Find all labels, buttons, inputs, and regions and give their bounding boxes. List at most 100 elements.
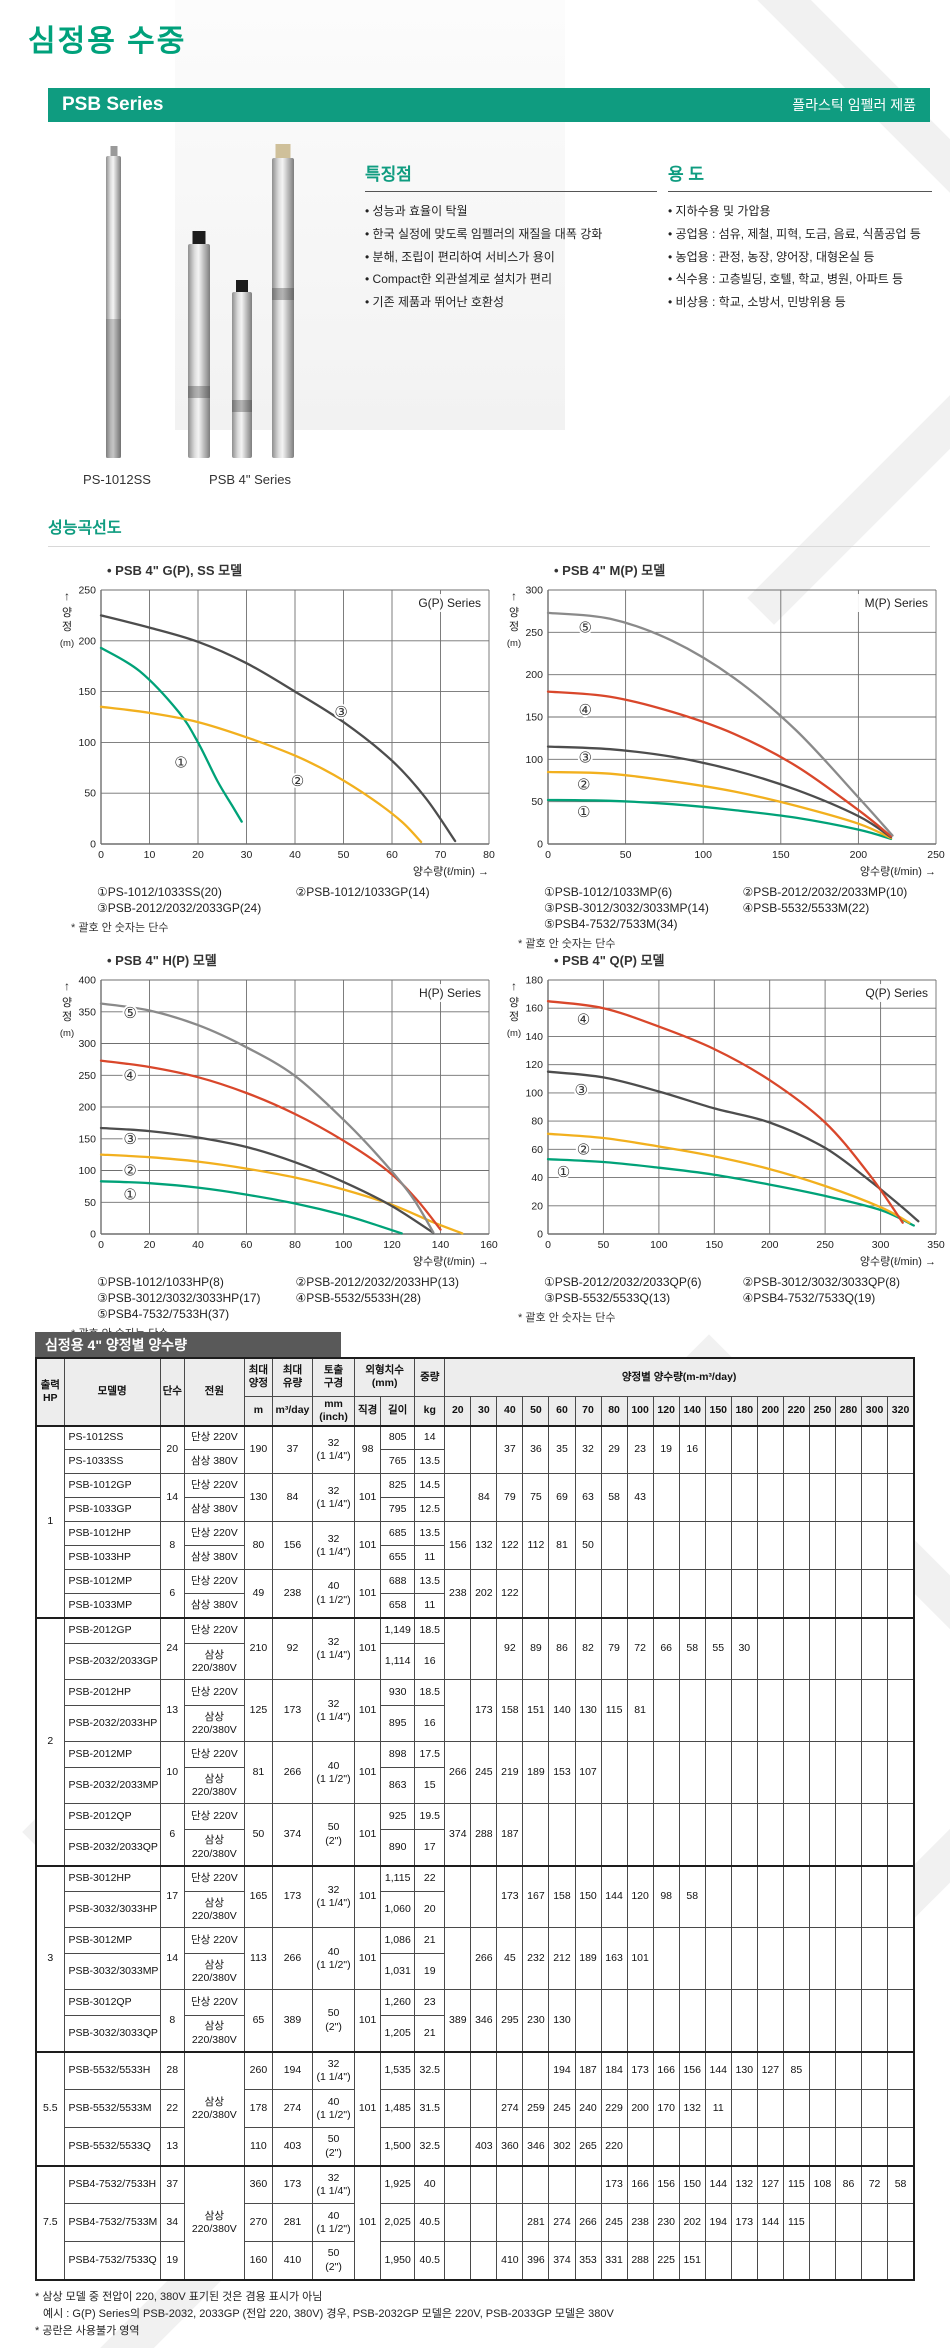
col-header-head-120: 120 xyxy=(652,1395,680,1427)
diameter-cell: 101 xyxy=(354,1741,382,1805)
flow-cell xyxy=(782,1927,810,1991)
flow-cell xyxy=(444,1424,472,1475)
flow-cell xyxy=(678,1803,706,1867)
flow-cell xyxy=(730,1521,758,1571)
flow-cell: 259 xyxy=(522,2089,550,2129)
outlet-cell: 32 (1 1/4") xyxy=(312,1679,356,1743)
stages-cell: 13 xyxy=(159,2127,185,2167)
weight-cell: 13.5 xyxy=(414,1449,446,1475)
weight-cell: 15 xyxy=(414,1767,446,1805)
svg-text:0: 0 xyxy=(98,849,104,861)
flow-cell: 37 xyxy=(496,1424,524,1475)
stages-cell: 14 xyxy=(159,1473,185,1523)
svg-text:정: 정 xyxy=(509,620,519,633)
legend-note: * 괄호 안 숫자는 단수 xyxy=(518,1312,616,1324)
flow-cell xyxy=(834,2241,863,2281)
stages-cell: 10 xyxy=(159,1741,185,1805)
svg-text:120: 120 xyxy=(525,1059,543,1071)
flow-cell xyxy=(704,2127,732,2167)
flow-cell xyxy=(834,2050,863,2091)
chart-title-hp: • PSB 4" H(P) 모델 xyxy=(107,953,217,968)
chart-canvas-mp: 0 50 100 150 200 250 0 50 100 150 200 250 300 ① ② ③ ④ ⑤ M(… xyxy=(507,585,945,879)
flow-cell xyxy=(652,1473,680,1523)
diameter-cell: 98 xyxy=(354,1424,382,1475)
flow-cell: 79 xyxy=(496,1473,524,1523)
stages-cell: 20 xyxy=(159,1424,185,1475)
curve-hp-⑤ xyxy=(99,1002,435,1234)
flow-cell: 274 xyxy=(548,2203,576,2243)
flow-cell xyxy=(496,2203,524,2243)
svg-text:80: 80 xyxy=(531,1116,543,1128)
flow-cell xyxy=(756,1569,784,1619)
flow-cell xyxy=(574,1569,602,1619)
model-name-cell: PSB-5532/5533Q xyxy=(63,2127,161,2167)
flow-cell: 156 xyxy=(678,2050,706,2091)
flow-cell xyxy=(861,1989,889,2053)
svg-text:150: 150 xyxy=(525,712,543,724)
col-header-head-50: 50 xyxy=(522,1395,550,1427)
svg-text:150: 150 xyxy=(78,1133,96,1145)
length-cell: 2,025 xyxy=(380,2203,416,2243)
length-cell: 1,535 xyxy=(380,2050,416,2091)
flow-cell: 58 xyxy=(887,2164,915,2205)
flow-cell: 187 xyxy=(496,1803,524,1867)
svg-text:70: 70 xyxy=(435,849,447,861)
flow-cell xyxy=(887,2241,915,2281)
length-cell: 1,205 xyxy=(380,2015,416,2053)
section-divider xyxy=(48,546,930,547)
series-header-bar: PSB Series 플라스틱 임펠러 제품 xyxy=(48,88,930,122)
curve-qp-① xyxy=(546,1158,915,1227)
model-name-cell: PSB4-7532/7533M xyxy=(63,2203,161,2243)
flow-cell: 156 xyxy=(444,1521,472,1571)
diameter-cell: 101 xyxy=(354,1989,382,2053)
maxhead-cell: 260 xyxy=(243,2050,273,2091)
col-header-head-20: 20 xyxy=(444,1395,472,1427)
flow-cell: 410 xyxy=(496,2241,524,2281)
flow-cell xyxy=(704,1679,732,1743)
curve-gp-③ xyxy=(99,614,457,843)
maxflow-cell: 173 xyxy=(271,1679,314,1743)
flow-cell xyxy=(652,1927,680,1991)
flow-cell xyxy=(756,1679,784,1743)
flow-cell xyxy=(470,2241,498,2281)
flow-cell xyxy=(834,1927,863,1991)
flow-cell: 194 xyxy=(704,2203,732,2243)
feature-item: • 성능과 효율이 탁월 xyxy=(365,204,468,218)
flow-cell xyxy=(756,2089,784,2129)
flow-cell xyxy=(470,1616,498,1681)
stages-cell: 8 xyxy=(159,1989,185,2053)
flow-cell: 202 xyxy=(678,2203,706,2243)
svg-text:100: 100 xyxy=(525,1087,543,1099)
flow-cell xyxy=(704,2241,732,2281)
svg-text:정: 정 xyxy=(62,620,72,633)
length-cell: 1,925 xyxy=(380,2164,416,2205)
power-cell: 삼상 220/380V xyxy=(183,1829,245,1867)
flow-cell: 122 xyxy=(496,1521,524,1571)
flow-cell: 302 xyxy=(548,2127,576,2167)
weight-cell: 23 xyxy=(414,1989,446,2017)
col-header-len: 길이 xyxy=(380,1395,416,1427)
flow-cell xyxy=(678,1927,706,1991)
outlet-cell: 32 (1 1/4") xyxy=(312,2050,356,2091)
curve-mp-① xyxy=(546,798,893,841)
flow-cell: 66 xyxy=(652,1616,680,1681)
outlet-cell: 50 (2") xyxy=(312,1989,356,2053)
flow-cell xyxy=(652,1521,680,1571)
legend-note: * 괄호 안 숫자는 단수 xyxy=(71,922,169,934)
outlet-cell: 32 (1 1/4") xyxy=(312,1864,356,1929)
curve-number-tag: ① xyxy=(174,755,187,772)
diameter-cell: 101 xyxy=(354,2050,382,2167)
flow-cell xyxy=(470,2050,498,2091)
flow-cell xyxy=(678,1741,706,1805)
flow-cell: 43 xyxy=(626,1473,654,1523)
flow-cell: 156 xyxy=(652,2164,680,2205)
chart-block-mp: • PSB 4" M(P) 모델 0 50 100 150 200 250 0 50 100 150… xyxy=(502,560,949,951)
maxflow-cell: 403 xyxy=(271,2127,314,2167)
chart-title-mp: • PSB 4" M(P) 모델 xyxy=(554,563,666,578)
stages-cell: 22 xyxy=(159,2089,185,2129)
flow-cell xyxy=(861,2127,889,2167)
outlet-cell: 40 (1 1/2") xyxy=(312,1569,356,1619)
impeller-type-label: 플라스틱 임펠러 제품 xyxy=(792,97,916,113)
flow-cell xyxy=(861,1864,889,1929)
flow-cell xyxy=(626,1569,654,1619)
